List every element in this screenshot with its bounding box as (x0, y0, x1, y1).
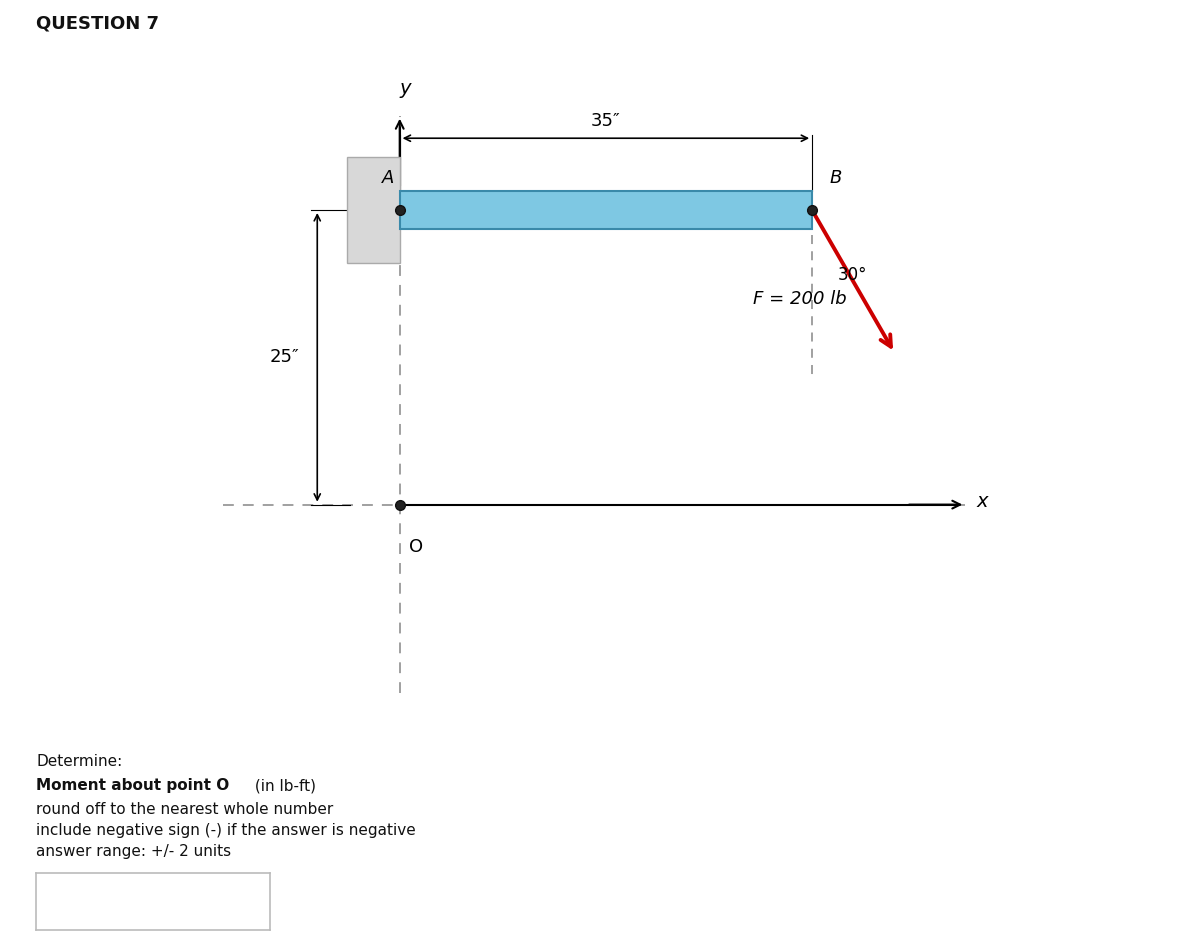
Bar (400, 192, 812, 229)
Text: include negative sign (-) if the answer is negative: include negative sign (-) if the answer … (36, 823, 415, 838)
Text: y: y (400, 79, 412, 98)
Text: x: x (977, 492, 989, 511)
Text: O: O (409, 537, 424, 555)
Text: (in lb-ft): (in lb-ft) (250, 778, 316, 793)
Text: Moment about point O: Moment about point O (36, 778, 229, 793)
Bar (347, 158, 400, 263)
Text: 25″: 25″ (270, 348, 300, 366)
Text: QUESTION 7: QUESTION 7 (36, 14, 158, 32)
Text: A: A (382, 169, 394, 187)
Text: B: B (829, 169, 842, 187)
Text: round off to the nearest whole number: round off to the nearest whole number (36, 802, 334, 817)
Text: answer range: +/- 2 units: answer range: +/- 2 units (36, 844, 232, 859)
Text: 35″: 35″ (592, 112, 620, 130)
Text: 30°: 30° (838, 266, 868, 284)
Text: Determine:: Determine: (36, 754, 122, 770)
Text: F = 200 lb: F = 200 lb (752, 289, 846, 307)
